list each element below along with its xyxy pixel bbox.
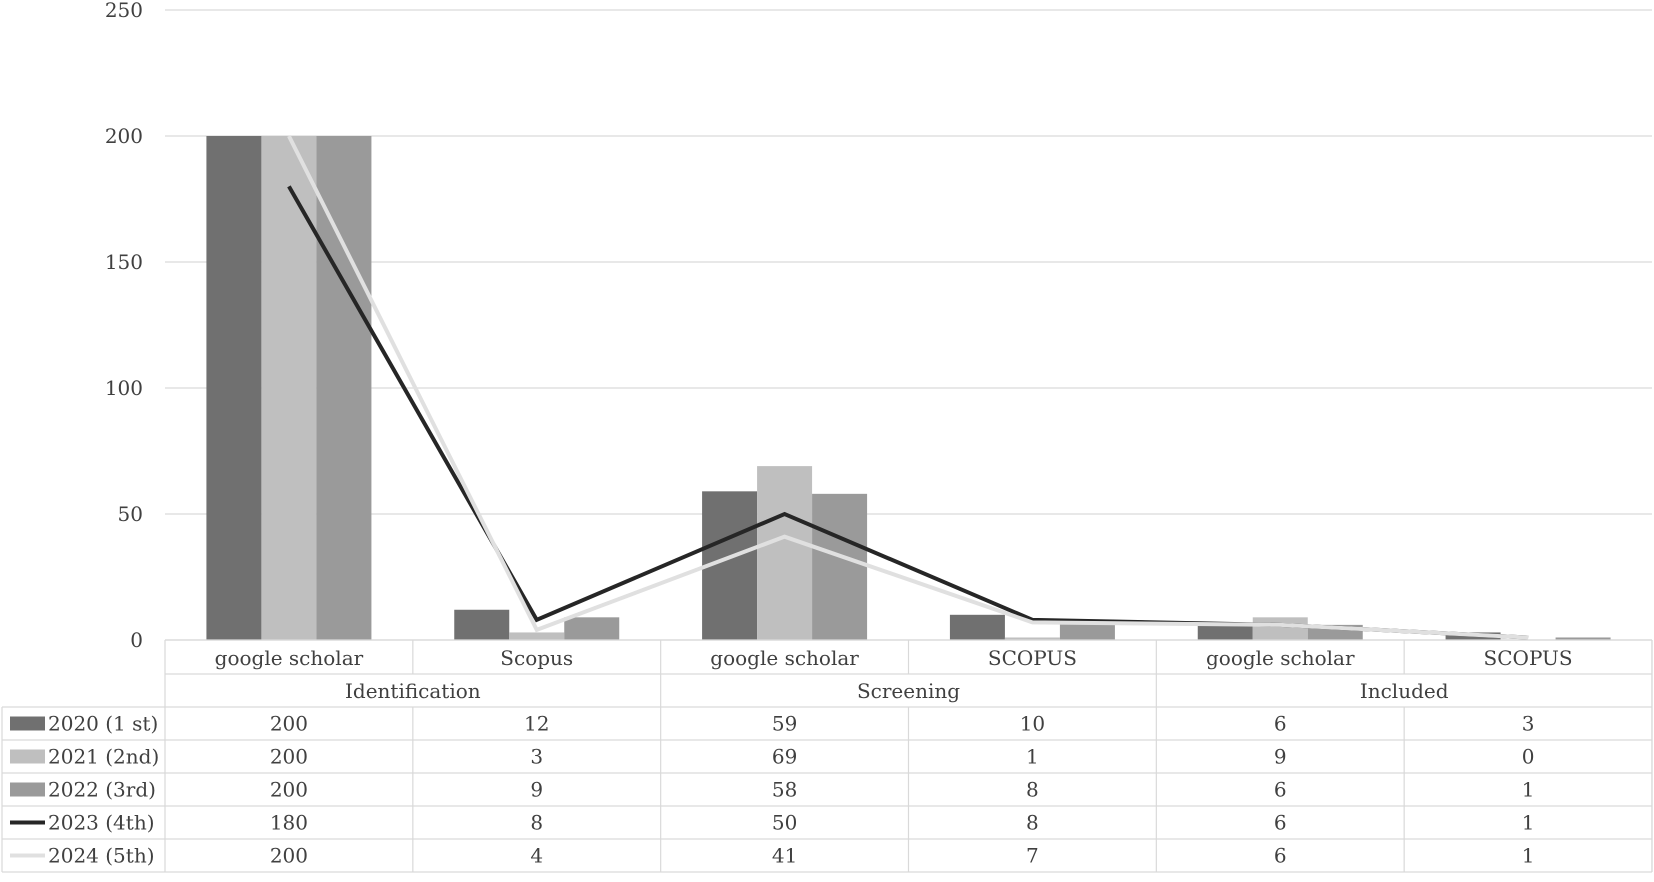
data-label: 200: [270, 844, 308, 868]
gridlines: [165, 9, 1652, 641]
y-tick-label: 0: [130, 628, 143, 652]
bar-2022 (3rd): [812, 493, 868, 640]
data-label: 4: [530, 844, 543, 868]
x-group-label: Included: [1360, 679, 1449, 703]
data-label: 6: [1274, 712, 1287, 736]
data-label: 6: [1274, 778, 1287, 802]
data-label: 8: [530, 811, 543, 835]
y-axis: 0 50 100 150 200 250: [105, 0, 143, 652]
lines: [287, 135, 1529, 640]
legend-key-2021 (2nd): [10, 749, 45, 764]
legend-label: 2024 (5th): [48, 844, 155, 868]
data-label: 1: [1026, 745, 1039, 769]
bar-2020 (1 st): [949, 614, 1005, 640]
x-group-label: Identification: [345, 679, 481, 703]
y-tick-label: 150: [105, 250, 143, 274]
y-tick-label: 250: [105, 0, 143, 22]
data-label: 200: [270, 745, 308, 769]
data-label: 8: [1026, 778, 1039, 802]
bar-2020 (1 st): [454, 609, 510, 640]
data-label: 1: [1522, 844, 1535, 868]
data-label: 58: [772, 778, 797, 802]
data-label: 59: [772, 712, 797, 736]
bar-2022 (3rd): [564, 617, 620, 640]
data-label: 6: [1274, 811, 1287, 835]
bar-2021 (2nd): [757, 466, 813, 640]
x-category-label: google scholar: [215, 646, 364, 670]
y-tick-label: 100: [105, 376, 143, 400]
data-label: 3: [1522, 712, 1535, 736]
bar-2022 (3rd): [316, 136, 372, 640]
data-label: 9: [1274, 745, 1287, 769]
bar-2021 (2nd): [261, 136, 317, 640]
data-label: 41: [772, 844, 797, 868]
data-label: 180: [270, 811, 308, 835]
legend-label: 2022 (3rd): [48, 778, 156, 802]
x-category-label: google scholar: [710, 646, 859, 670]
data-label: 10: [1020, 712, 1045, 736]
data-label: 0: [1522, 745, 1535, 769]
data-label: 8: [1026, 811, 1039, 835]
data-label: 200: [270, 712, 308, 736]
y-tick-label: 200: [105, 124, 143, 148]
data-label: 1: [1522, 811, 1535, 835]
bar-2021 (2nd): [509, 632, 565, 640]
bar-2020 (1 st): [206, 136, 262, 640]
bar-2021 (2nd): [1004, 637, 1060, 640]
bar-2020 (1 st): [1197, 624, 1253, 640]
data-label: 200: [270, 778, 308, 802]
legend-label: 2021 (2nd): [48, 745, 159, 769]
data-label: 69: [772, 745, 797, 769]
legend-key-2020 (1 st): [10, 716, 45, 731]
data-table: google scholar Scopus google scholar SCOPUS…: [1, 639, 1653, 873]
data-label: 3: [530, 745, 543, 769]
legend-label: 2020 (1 st): [48, 712, 158, 736]
line-2024 (5th): [287, 135, 1529, 640]
x-category-label: google scholar: [1206, 646, 1355, 670]
legend-label: 2023 (4th): [48, 811, 155, 835]
x-category-label: SCOPUS: [988, 646, 1077, 670]
data-label: 1: [1522, 778, 1535, 802]
x-group-label: Screening: [857, 679, 960, 703]
line-2023 (4th): [287, 185, 1529, 640]
legend-key-2022 (3rd): [10, 782, 45, 797]
bar-2022 (3rd): [1555, 637, 1611, 640]
data-label: 7: [1026, 844, 1039, 868]
data-label: 9: [530, 778, 543, 802]
data-label: 12: [524, 712, 549, 736]
y-tick-label: 50: [118, 502, 143, 526]
x-category-label: SCOPUS: [1484, 646, 1573, 670]
bar-2021 (2nd): [1252, 617, 1308, 640]
x-category-label: Scopus: [500, 646, 573, 670]
data-label: 6: [1274, 844, 1287, 868]
data-label: 50: [772, 811, 797, 835]
